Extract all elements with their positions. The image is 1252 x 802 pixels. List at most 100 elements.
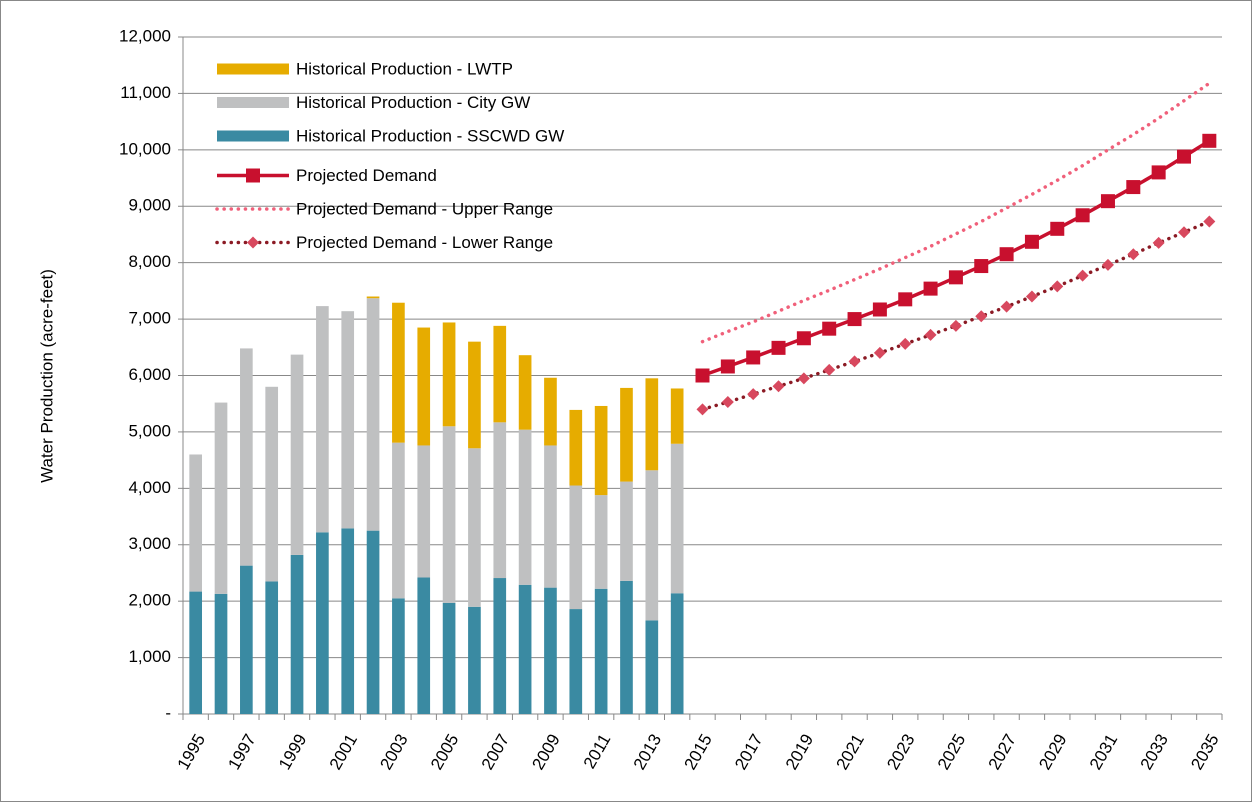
bar-segment	[316, 532, 329, 714]
line-marker	[1177, 226, 1190, 239]
bar-segment	[468, 606, 481, 714]
y-tick-label: 2,000	[128, 591, 171, 610]
bar-segment	[290, 354, 304, 555]
line-marker	[1152, 236, 1165, 249]
bar-segment	[518, 355, 532, 430]
line-marker	[1126, 180, 1141, 195]
line-marker	[1076, 269, 1089, 282]
bar-segment	[366, 296, 380, 299]
y-tick-label: 5,000	[128, 421, 171, 440]
y-tick-label: -	[165, 703, 171, 722]
bar-segment	[214, 402, 228, 594]
bar-segment	[417, 577, 431, 714]
bar-segment	[189, 454, 203, 592]
line-marker	[1024, 234, 1039, 249]
line-marker	[1000, 300, 1013, 313]
y-tick-label: 11,000	[120, 83, 171, 102]
legend-label: Projected Demand - Upper Range	[296, 199, 553, 218]
line-marker	[974, 259, 989, 274]
line-marker	[796, 331, 811, 346]
bar-segment	[417, 445, 431, 578]
bar-segment	[442, 426, 456, 603]
line-marker	[695, 368, 710, 383]
line-marker	[772, 380, 785, 393]
bar-segment	[265, 386, 279, 582]
legend-label: Projected Demand - Lower Range	[296, 233, 553, 252]
bar-segment	[594, 495, 608, 589]
bar-segment	[493, 578, 507, 714]
y-tick-label: 12,000	[119, 26, 171, 45]
line-marker	[1151, 165, 1166, 180]
line-marker	[1100, 194, 1115, 209]
line-marker	[1101, 258, 1114, 271]
line-marker	[1176, 149, 1191, 164]
line-marker	[721, 396, 734, 409]
y-tick-label: 10,000	[119, 139, 171, 158]
bar-segment	[569, 485, 583, 610]
line-marker	[1051, 280, 1064, 293]
bar-segment	[518, 429, 532, 585]
line-marker	[948, 270, 963, 285]
y-tick-label: 6,000	[128, 365, 171, 384]
bar-segment	[645, 620, 659, 714]
y-axis-label: Water Production (acre-feet)	[37, 269, 56, 483]
legend-marker	[247, 236, 259, 249]
line-marker	[822, 321, 837, 336]
line-marker	[1050, 221, 1065, 236]
bar-segment	[670, 593, 684, 714]
line-marker	[872, 302, 887, 317]
bar-segment	[442, 602, 456, 714]
line-marker	[949, 319, 962, 332]
line-series	[700, 219, 1212, 412]
bar-segment	[265, 581, 279, 714]
line-marker	[899, 337, 912, 350]
line-marker	[1202, 133, 1217, 148]
bar-segment	[493, 422, 507, 579]
line-marker	[696, 403, 709, 416]
line-marker	[923, 281, 938, 296]
bar-segment	[620, 580, 633, 714]
bar-segment	[468, 448, 481, 607]
bar-segment	[392, 598, 405, 714]
bar-segment	[366, 298, 380, 531]
line-marker	[797, 372, 810, 385]
bar-segment	[594, 588, 608, 714]
bar-segment	[544, 445, 557, 588]
y-tick-label: 9,000	[128, 196, 171, 215]
line-marker	[1025, 290, 1038, 303]
legend-label: Historical Production - LWTP	[296, 59, 513, 78]
legend-label: Historical Production - SSCWD GW	[296, 126, 564, 145]
bar-segment	[341, 311, 355, 529]
bar-segment	[594, 405, 608, 496]
bar-segment	[341, 528, 355, 714]
line-marker	[1075, 208, 1090, 223]
line-marker	[1203, 215, 1216, 228]
bar-segment	[442, 322, 456, 427]
legend-label: Historical Production - City GW	[296, 93, 530, 112]
bar-segment	[392, 302, 405, 443]
line-marker	[823, 363, 836, 376]
line-marker	[873, 346, 886, 359]
bar-segment	[620, 481, 633, 581]
bar-segment	[189, 591, 203, 714]
bar-segment	[645, 378, 659, 471]
line-marker	[999, 247, 1014, 262]
bar-segment	[392, 442, 405, 599]
y-tick-label: 3,000	[128, 534, 171, 553]
line-marker	[747, 388, 760, 401]
line-marker	[1127, 248, 1140, 261]
line-marker	[847, 312, 862, 327]
bar-segment	[670, 388, 684, 444]
bar-segment	[569, 609, 583, 714]
bar-segment	[518, 584, 532, 714]
bar-segment	[214, 593, 228, 714]
bar-segment	[569, 409, 583, 486]
bar-segment	[366, 530, 380, 714]
line-marker	[848, 355, 861, 368]
bar-segment	[290, 554, 304, 714]
line-marker	[771, 340, 786, 355]
bar-segment	[620, 387, 633, 482]
bar-segment	[316, 306, 329, 533]
bar-segment	[240, 565, 253, 714]
